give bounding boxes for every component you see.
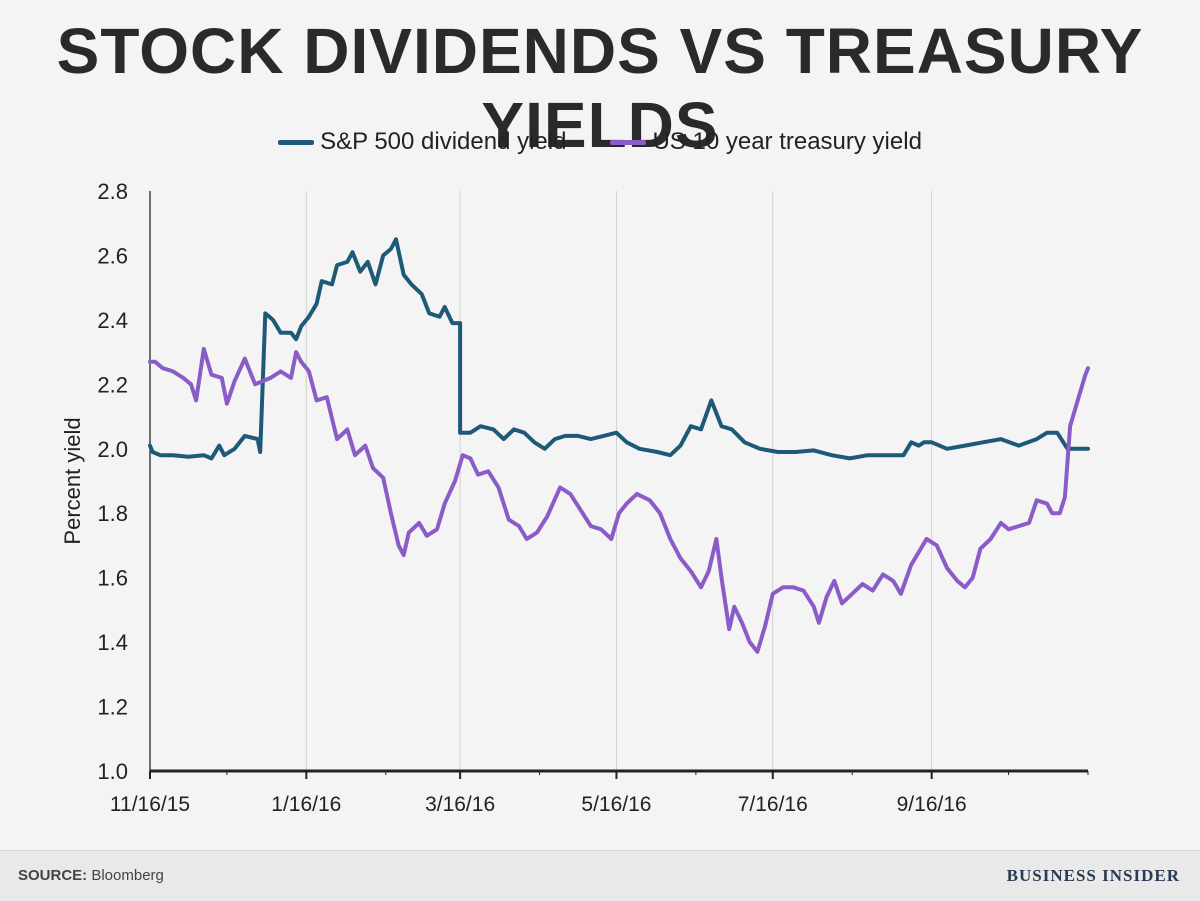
x-tick-label: 11/16/15 [110,793,190,816]
y-tick-label: 2.2 [97,372,128,397]
x-tick-label: 1/16/16 [271,793,341,816]
y-tick-label: 2.4 [97,308,128,333]
y-tick-label: 1.2 [97,695,128,720]
brand-logo: BUSINESS INSIDER [1006,866,1180,885]
legend-swatch-treasury [610,139,647,145]
x-tick-label: 5/16/16 [581,793,651,816]
source-note: SOURCE: Bloomberg [18,867,164,884]
line-chart: 11/16/15 1/16/16 3/16/16 5/16/16 7/16/16 9/16… [60,179,1090,816]
x-tick-label: 3/16/16 [425,793,495,816]
footer: SOURCE: Bloomberg BUSINESS INSIDER [0,850,1200,901]
x-tick-label: 7/16/16 [738,793,808,816]
legend-item-dividend: S&P 500 dividend yield [278,128,566,156]
y-tick-label: 1.0 [97,759,128,784]
legend-label-dividend: S&P 500 dividend yield [320,128,567,155]
legend-label-treasury: US 10 year treasury yield [652,128,922,155]
y-tick-label: 1.4 [97,630,128,655]
y-tick-label: 1.8 [97,501,128,526]
source-value: Bloomberg [91,867,164,884]
series-line-treasury-yield [148,346,1090,654]
chart-title: STOCK DIVIDENDS VS TREASURY YIELDS [56,15,1144,161]
series-line-dividend-yield [148,237,1090,461]
y-tick-label: 2.6 [97,243,128,268]
x-tick-label: 9/16/16 [897,793,967,816]
source-label: SOURCE: [18,867,88,884]
legend-swatch-dividend [278,139,315,145]
legend-item-treasury: US 10 year treasury yield [610,128,922,156]
y-axis-label: Percent yield [60,417,85,544]
y-tick-label: 1.6 [97,566,128,591]
legend: S&P 500 dividend yield US 10 year treasu… [0,128,1200,156]
y-tick-label: 2.0 [97,437,128,462]
y-tick-label: 2.8 [97,179,128,204]
